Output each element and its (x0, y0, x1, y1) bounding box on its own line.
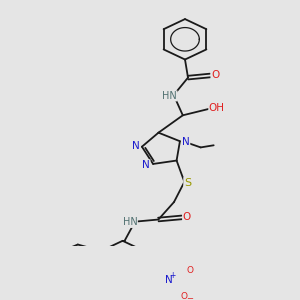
Text: OH: OH (209, 103, 225, 113)
Text: HN: HN (162, 91, 177, 101)
Text: N: N (142, 160, 150, 170)
Text: N: N (164, 275, 172, 285)
Text: O: O (181, 292, 188, 300)
Text: −: − (186, 294, 193, 300)
Text: N: N (182, 137, 190, 147)
Text: O: O (183, 212, 191, 222)
Text: N: N (132, 141, 140, 151)
Text: HN: HN (123, 218, 137, 227)
Text: O: O (211, 70, 219, 80)
Text: O: O (186, 266, 193, 275)
Text: S: S (184, 178, 191, 188)
Text: +: + (169, 271, 176, 280)
